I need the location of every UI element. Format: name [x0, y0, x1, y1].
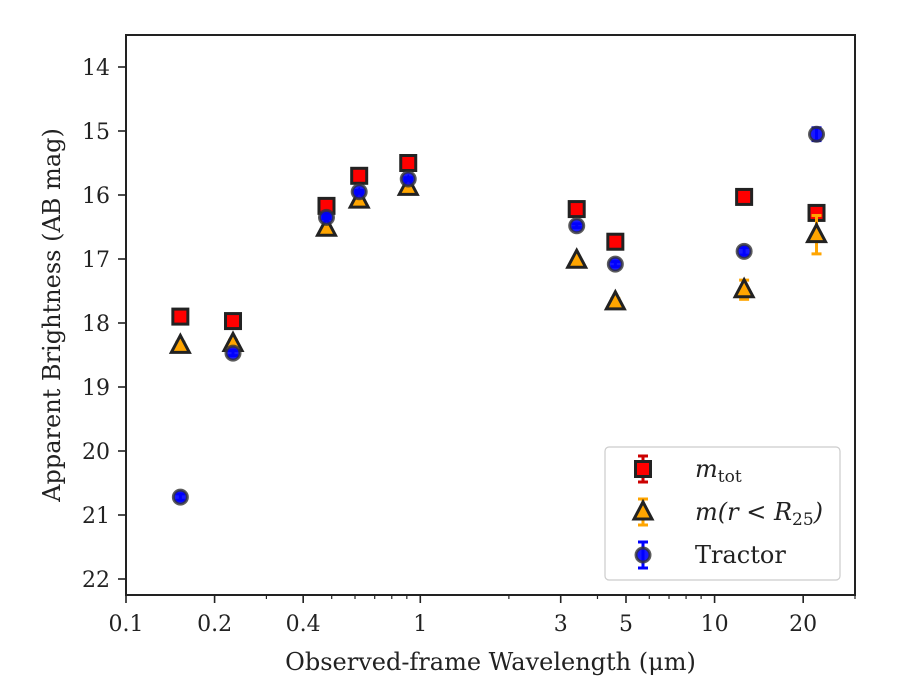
square-data-point [567, 200, 586, 219]
x-tick-label: 10 [701, 612, 729, 637]
legend-label: m(r < R25) [695, 498, 823, 530]
axis-ticks-layer: 0.1 0.2 0.4 1 3 5 10 20 14 15 16 17 18 19 20 21 22 [82, 56, 856, 637]
square-data-point [735, 187, 754, 206]
square-data-point [171, 307, 190, 326]
series-1 [171, 154, 826, 331]
square-data-point [606, 232, 625, 251]
legend-label: Tractor [695, 541, 786, 569]
square-data-point [350, 166, 369, 185]
triangle-data-point [732, 276, 756, 299]
legend-entry: Tractor [634, 540, 786, 570]
triangle-data-point [805, 221, 829, 244]
y-axis-label: Apparent Brightness (AB mag) [38, 128, 66, 503]
legend-box [604, 446, 841, 581]
triangle-data-point [565, 247, 589, 269]
x-tick-label: 5 [619, 612, 633, 637]
series-3 [171, 125, 826, 506]
legend-label: mtot [695, 455, 742, 487]
x-tick-label: 1 [413, 612, 427, 637]
circle-data-point [171, 488, 189, 506]
legend-triangle-icon [631, 498, 655, 521]
legend-circle-icon [634, 546, 652, 564]
legend-entry: m(r < R25) [631, 497, 823, 530]
circle-data-point [735, 242, 753, 260]
y-tick-label: 18 [82, 312, 110, 337]
circle-data-point [399, 170, 417, 188]
triangle-data-point [168, 332, 192, 354]
plot-frame [125, 34, 856, 596]
circle-data-point [808, 125, 826, 143]
triangle-data-point [314, 215, 338, 237]
triangle-data-point [603, 288, 627, 311]
series-2 [168, 174, 829, 354]
circle-data-point [317, 208, 335, 226]
x-tick-label: 0.4 [286, 612, 321, 637]
x-tick-label: 20 [789, 612, 817, 637]
data-layer [168, 125, 829, 506]
x-tick-label: 3 [554, 612, 568, 637]
legend-label-sub: tot [718, 467, 742, 487]
legend-square-icon [634, 460, 652, 478]
y-tick-label: 16 [82, 184, 110, 209]
y-tick-label: 21 [82, 504, 110, 529]
legend-entry: mtot [634, 454, 742, 487]
x-axis-label: Observed-frame Wavelength (μm) [285, 648, 696, 676]
x-tick-label: 0.2 [197, 612, 232, 637]
circle-data-point [350, 183, 368, 201]
legend: mtot m(r < R25) Tractor [604, 446, 841, 581]
legend-label-sub: 25 [792, 510, 814, 530]
circle-data-point [224, 344, 242, 362]
legend-label-main: m [695, 455, 718, 483]
y-tick-label: 17 [82, 248, 110, 273]
circle-data-point [606, 255, 624, 273]
square-data-point [399, 154, 418, 172]
y-tick-label: 19 [82, 376, 110, 401]
y-tick-label: 15 [82, 120, 110, 145]
x-tick-label: 0.1 [109, 612, 144, 637]
y-tick-label: 22 [82, 568, 110, 593]
circle-data-point [568, 217, 586, 235]
y-tick-label: 20 [82, 440, 110, 465]
legend-label-main: m(r < R [695, 498, 792, 526]
y-tick-label: 14 [82, 56, 110, 81]
square-data-point [224, 312, 243, 331]
legend-label-tail: ) [813, 498, 823, 526]
